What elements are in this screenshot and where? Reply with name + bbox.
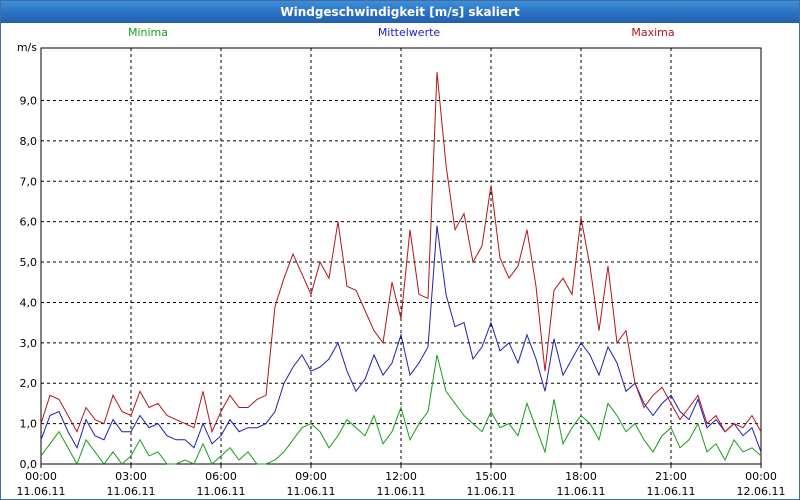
x-tick-date: 11.06.11 <box>17 485 66 498</box>
x-tick-date: 11.06.11 <box>377 485 426 498</box>
x-tick-time: 03:00 <box>115 470 147 483</box>
x-tick-time: 00:00 <box>25 470 57 483</box>
x-tick-time: 00:00 <box>745 470 777 483</box>
y-tick-label: 2,0 <box>20 377 38 390</box>
y-axis-label: m/s <box>17 41 37 54</box>
series-line-mittelwerte <box>40 225 762 453</box>
y-tick-label: 4,0 <box>20 296 38 309</box>
x-tick-date: 11.06.11 <box>467 485 516 498</box>
x-tick-date: 11.06.11 <box>197 485 246 498</box>
x-tick-time: 06:00 <box>205 470 237 483</box>
plot-area <box>40 47 762 465</box>
x-tick-time: 18:00 <box>565 470 597 483</box>
y-tick-label: 3,0 <box>20 337 38 350</box>
legend-minima: Minima <box>128 26 168 39</box>
x-tick-time: 15:00 <box>475 470 507 483</box>
y-tick-label: 0,0 <box>20 458 38 471</box>
x-tick-time: 12:00 <box>385 470 417 483</box>
y-tick-label: 5,0 <box>20 256 38 269</box>
x-tick-date: 11.06.11 <box>557 485 606 498</box>
y-tick-label: 6,0 <box>20 216 38 229</box>
x-tick-date: 11.06.11 <box>287 485 336 498</box>
y-tick-label: 8,0 <box>20 135 38 148</box>
y-tick-label: 1,0 <box>20 418 38 431</box>
x-tick-time: 09:00 <box>295 470 327 483</box>
legend-maxima: Maxima <box>631 26 674 39</box>
x-tick-time: 21:00 <box>655 470 687 483</box>
x-tick-date: 12.06.11 <box>737 485 786 498</box>
x-tick-date: 11.06.11 <box>647 485 696 498</box>
window-title: Windgeschwindigkeit [m/s] skaliert <box>1 1 799 23</box>
y-tick-label: 7,0 <box>20 175 38 188</box>
series-line-minima <box>40 354 762 466</box>
series-line-maxima <box>40 72 762 434</box>
legend-mittelwerte: Mittelwerte <box>378 26 441 39</box>
wind-speed-chart: 0,0 1,0 2,0 3,0 4,0 5,0 6,0 7,0 8,0 9,0 m/s 00:00 11… <box>17 26 786 498</box>
x-tick-date: 11.06.11 <box>107 485 156 498</box>
y-tick-label: 9,0 <box>20 95 38 108</box>
